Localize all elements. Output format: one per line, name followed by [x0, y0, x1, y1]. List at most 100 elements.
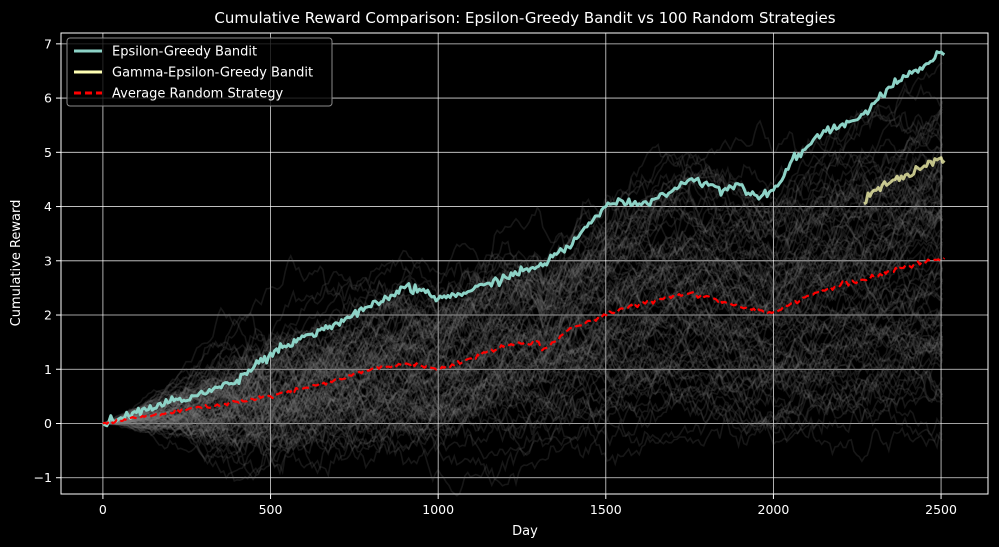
random-strategy-line [102, 145, 944, 429]
random-strategy-line [102, 216, 944, 430]
random-strategy-line [102, 349, 944, 471]
random-strategy-line [102, 275, 944, 456]
random-strategy-line [102, 308, 943, 437]
random-strategy-line [102, 120, 943, 425]
grid [61, 33, 988, 494]
x-tick-label: 500 [259, 502, 283, 517]
chart-title: Cumulative Reward Comparison: Epsilon-Gr… [214, 9, 835, 27]
random-strategy-line [102, 217, 943, 428]
random-strategy-line [102, 323, 943, 453]
y-tick-label: 4 [44, 199, 52, 214]
random-strategy-line [102, 162, 944, 425]
y-tick-label: 3 [44, 253, 52, 268]
random-strategy-line [102, 319, 944, 439]
y-axis-ticks: −1 0 1 2 3 4 5 6 7 [34, 36, 61, 485]
random-strategy-line [102, 111, 944, 425]
random-strategy-line [102, 229, 943, 425]
random-strategy-line [102, 242, 944, 429]
random-strategy-line [102, 209, 943, 425]
y-tick-label: 7 [44, 36, 52, 51]
random-strategy-line [102, 170, 943, 437]
y-axis-label: Cumulative Reward [9, 200, 24, 327]
series-lines [102, 50, 946, 428]
random-strategy-line [102, 106, 944, 425]
random-strategy-line [102, 173, 943, 435]
random-strategy-line [102, 239, 944, 425]
legend-gamma-epsilon-greedy-label: Gamma-Epsilon-Greedy Bandit [112, 66, 313, 81]
random-strategy-line [102, 164, 943, 425]
random-strategy-line [102, 257, 944, 429]
random-strategy-line [102, 195, 944, 425]
random-strategy-line [102, 184, 944, 439]
random-strategy-line [102, 169, 944, 425]
random-strategy-line [102, 149, 944, 431]
y-tick-label: 0 [44, 416, 52, 431]
random-strategy-line [102, 201, 943, 425]
random-strategy-line [102, 325, 944, 461]
random-strategy-line [102, 152, 944, 425]
y-tick-label: −1 [34, 470, 52, 485]
random-strategy-line [102, 260, 944, 425]
random-strategy-line [102, 100, 944, 425]
random-strategy-line [102, 284, 944, 437]
random-strategy-line [102, 80, 943, 425]
random-strategy-line [102, 313, 943, 439]
random-strategy-line [102, 343, 944, 434]
y-tick-label: 1 [44, 362, 52, 377]
random-strategy-line [102, 348, 944, 460]
random-strategy-line [102, 324, 943, 488]
random-strategy-line [102, 109, 943, 425]
random-strategy-line [102, 218, 944, 443]
random-strategy-line [102, 250, 944, 444]
gamma-epsilon-greedy-line [863, 156, 946, 206]
legend-average-random-label: Average Random Strategy [112, 87, 283, 102]
x-axis-ticks: 0 500 1000 1500 2000 2500 [99, 494, 957, 517]
random-strategy-line [102, 305, 944, 445]
random-strategy-line [102, 251, 944, 425]
random-strategy-line [102, 179, 944, 425]
random-strategy-line [102, 191, 944, 426]
random-strategy-line [102, 283, 943, 480]
random-strategy-line [102, 176, 944, 425]
random-strategy-line [102, 159, 944, 437]
legend-epsilon-greedy-label: Epsilon-Greedy Bandit [112, 45, 257, 60]
x-tick-label: 1500 [590, 502, 622, 517]
random-strategy-line [102, 195, 944, 425]
random-strategy-line [102, 332, 944, 450]
random-strategy-line [102, 108, 944, 425]
plot-frame [60, 32, 989, 495]
random-strategy-line [102, 243, 944, 425]
random-strategy-line [102, 174, 944, 463]
random-strategy-line [102, 335, 944, 425]
random-strategy-line [102, 273, 944, 452]
random-strategy-line [102, 179, 943, 427]
random-strategy-line [102, 297, 944, 430]
random-strategy-line [102, 149, 944, 446]
random-strategy-line [102, 352, 944, 455]
random-strategy-line [102, 305, 944, 457]
random-strategy-line [102, 208, 943, 453]
random-strategy-line [102, 287, 944, 455]
average-random-line [102, 257, 946, 425]
random-strategy-line [102, 353, 944, 454]
random-strategy-line [102, 225, 944, 449]
random-strategy-line [102, 308, 943, 432]
x-tick-label: 0 [99, 502, 107, 517]
random-strategy-line [102, 291, 943, 425]
random-strategy-line [102, 215, 944, 467]
random-strategy-line [102, 278, 944, 438]
random-strategy-line [102, 330, 943, 446]
random-strategy-line [102, 193, 944, 425]
random-strategy-line [102, 323, 943, 451]
random-strategy-line [102, 310, 943, 482]
legend-box [66, 37, 333, 107]
random-strategy-line [102, 356, 943, 441]
y-tick-label: 5 [44, 145, 52, 160]
random-strategy-line [102, 318, 944, 467]
epsilon-greedy-line [102, 50, 946, 428]
random-strategy-line [102, 309, 944, 443]
random-strategy-line [102, 159, 943, 447]
random-strategy-line [102, 368, 944, 451]
x-tick-label: 2000 [758, 502, 790, 517]
